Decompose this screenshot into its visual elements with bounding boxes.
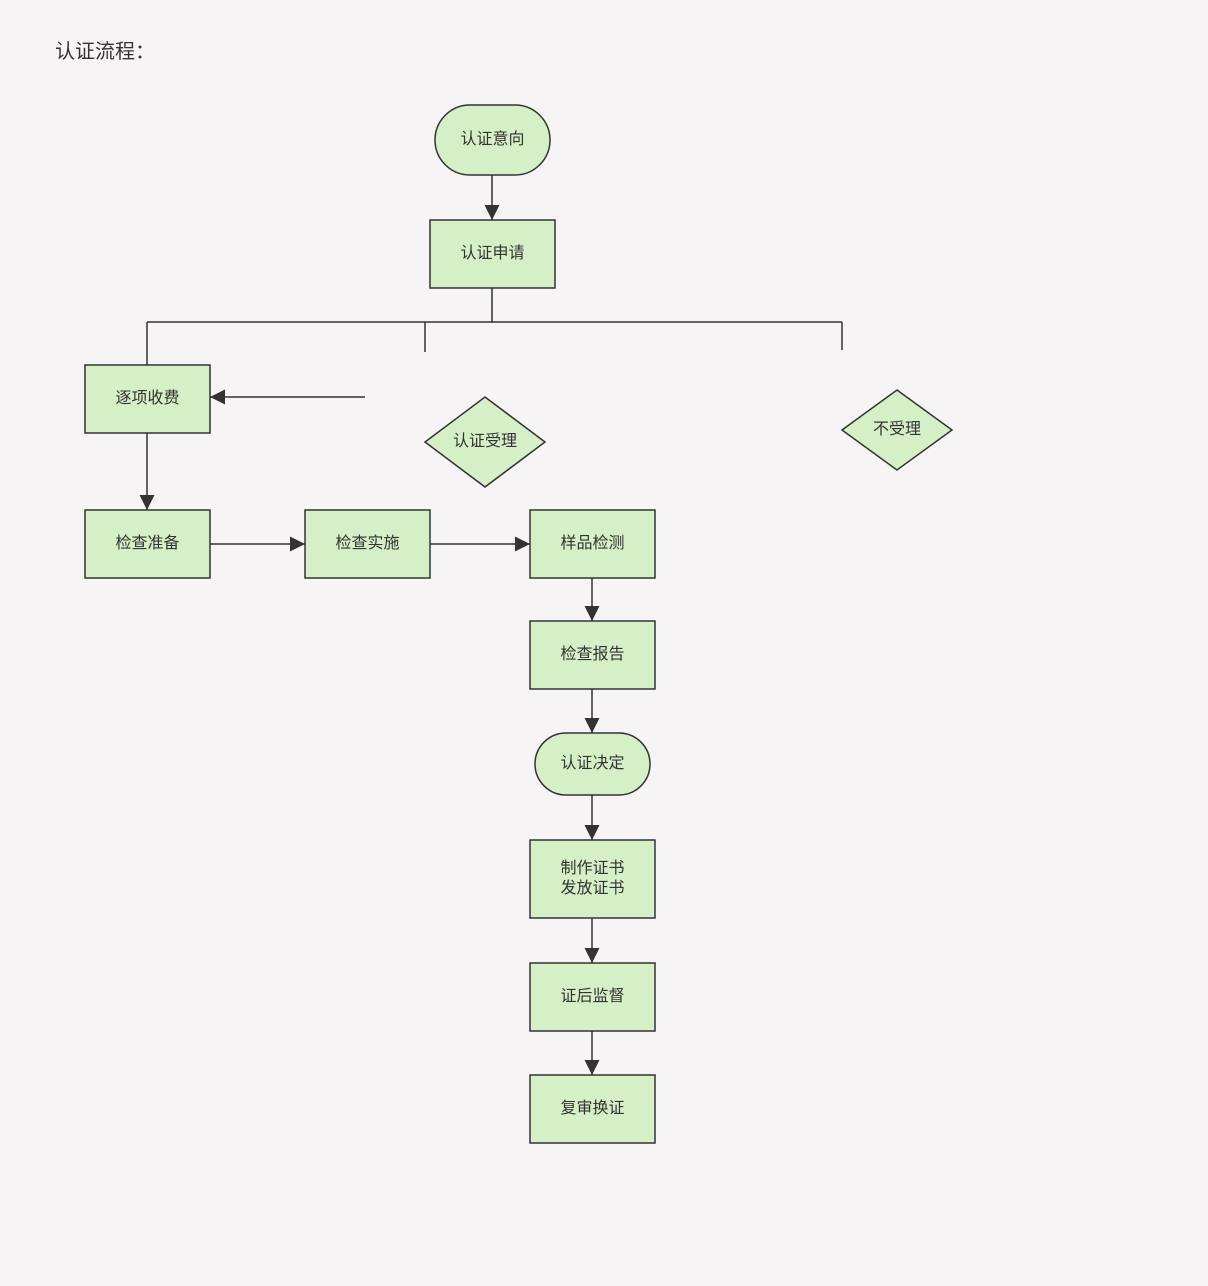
node-n5: 逐项收费: [85, 365, 210, 433]
node-label-n8: 样品检测: [560, 534, 624, 552]
node-label-n9: 检查报告: [560, 645, 624, 663]
node-label-n7: 检查实施: [335, 534, 399, 552]
node-label-n11: 制作证书: [560, 859, 624, 877]
node-n13: 复审换证: [530, 1075, 655, 1143]
node-label-n5: 逐项收费: [115, 389, 179, 407]
node-n11: 制作证书发放证书: [530, 840, 655, 918]
node-n3: 认证受理: [425, 397, 545, 487]
flowchart-canvas: 认证意向认证申请认证受理 不受理 逐项收费检查准备 检查实施 样品检测检查报告认证决定制…: [0, 0, 1208, 1286]
node-label-n11: 发放证书: [560, 879, 624, 897]
node-n2: 认证申请: [430, 220, 555, 288]
node-n10: 认证决定: [535, 733, 650, 795]
node-label-n1: 认证意向: [460, 129, 524, 148]
node-n4: 不受理: [842, 390, 952, 470]
node-n9: 检查报告: [530, 621, 655, 689]
node-label-n4: 不受理: [873, 420, 921, 438]
node-n6: 检查准备: [85, 510, 210, 578]
node-label-n6: 检查准备: [115, 534, 179, 552]
node-label-n10: 认证决定: [560, 754, 624, 772]
node-label-n13: 复审换证: [560, 1099, 624, 1117]
node-label-n3: 认证受理: [453, 432, 517, 450]
node-label-n12: 证后监督: [560, 987, 624, 1005]
node-label-n2: 认证申请: [460, 244, 524, 262]
node-n1: 认证意向: [435, 105, 550, 175]
node-n8: 样品检测: [530, 510, 655, 578]
node-n7: 检查实施: [305, 510, 430, 578]
node-n12: 证后监督: [530, 963, 655, 1031]
